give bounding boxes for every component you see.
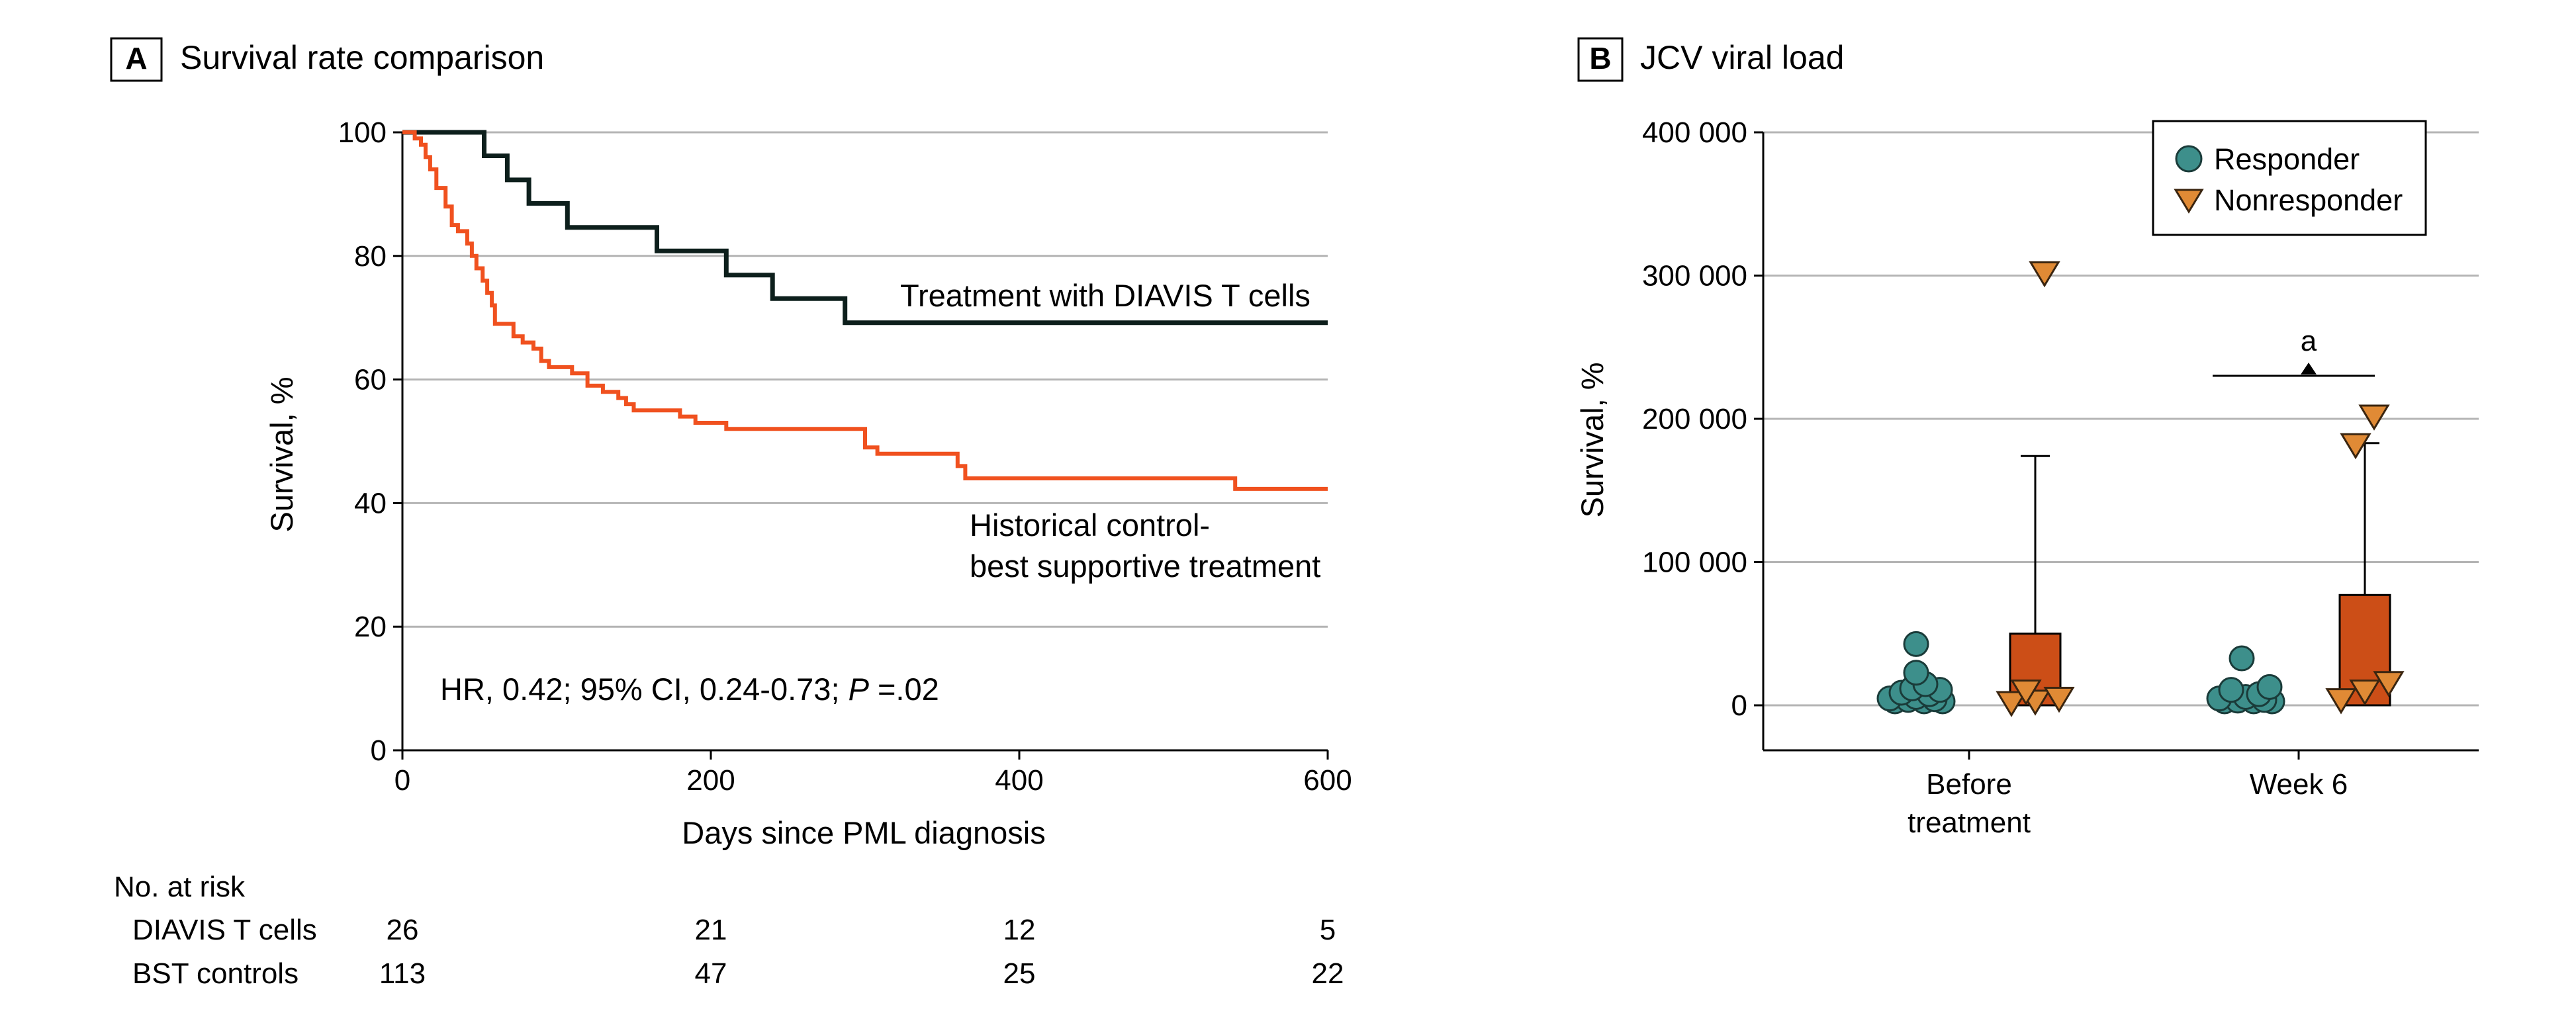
risk-table-title: No. at risk [114,871,246,903]
legend-box [2152,120,2427,236]
legend-nonresponder-label: Nonresponder [2214,183,2403,217]
risk-value-bst-controls-0: 113 [379,957,426,990]
nonresponder-point-before-treatment-2 [2043,687,2075,713]
nonresponder-point-week-6-1 [2349,680,2381,706]
responder-point-before-treatment-13 [1903,631,1929,657]
legend: Responder Nonresponder [2152,120,2427,236]
p-value-text: =.02 [869,672,939,707]
panel-b: B JCV viral load 0 100 000 200 000 300 000 4… [1575,37,2479,839]
nonresponder-point-before-treatment-0 [1996,691,2027,717]
nonresponder-point-week-6-4 [2358,404,2390,431]
risk-table-values: 26 21 12 5 113 47 25 22 [379,914,1344,990]
nonresponder-point-before-treatment-4 [2029,261,2060,288]
y-tick-label-100: 100 [338,116,387,149]
panel-a-x-ticks: 0 200 400 600 [394,750,1352,797]
hazard-ratio-text: HR, 0.42; 95% CI, 0.24-0.73; [440,672,849,707]
nonresponder-point-week-6-0 [2325,688,2357,715]
panel-a-label: A [125,41,147,75]
risk-value-diavis-t-cells-0: 26 [387,914,419,946]
legend-responder-label: Responder [2214,142,2360,176]
responder-point-before-treatment-12 [1903,660,1929,686]
y-tick-label-20: 20 [354,611,387,643]
panel-b-points [1876,261,2405,717]
risk-value-bst-controls-3: 22 [1312,957,1344,990]
panel-a-title: Survival rate comparison [180,39,544,76]
y-tick-label-0: 0 [371,734,387,767]
x-tick-label-0: 0 [394,764,410,797]
x-tick-label-200: 200 [686,764,735,797]
panel-b-significance: a [2213,325,2375,377]
panel-a-y-ticks: 0 20 40 60 80 100 [338,116,402,767]
panel-b-axes [1762,132,2479,752]
risk-value-diavis-t-cells-1: 21 [695,914,727,946]
panel-b-y-axis-label: Survival, % [1575,362,1610,517]
risk-value-bst-controls-1: 47 [695,957,727,990]
panel-b-title: JCV viral load [1640,39,1844,76]
legend-responder-marker [2175,145,2203,173]
significance-marker [2301,363,2317,375]
b-y-tick-label-0: 0 [1731,689,1747,722]
risk-row-label-diavis: DIAVIS T cells [132,914,317,946]
panel-a-label-box [110,37,163,82]
significance-label: a [2301,325,2317,357]
diavis-series-label: Treatment with DIAVIS T cells [900,278,1311,313]
category-label-before-treatment-line2: treatment [1908,807,2031,839]
panel-b-label-box [1577,37,1624,82]
nonresponder-point-week-6-3 [2340,433,2371,460]
x-tick-label-600: 600 [1303,764,1352,797]
responder-point-week-6-10 [2229,645,2255,672]
nonresponder-point-week-6-2 [2373,671,2405,697]
b-y-tick-label-100-000: 100 000 [1642,547,1747,579]
nonresponder-point-before-treatment-3 [2010,680,2042,706]
panel-a-gridlines [402,131,1328,628]
risk-table: No. at risk DIAVIS T cells BST controls … [114,871,1344,990]
panel-b-boxes [2009,442,2391,707]
x-tick-label-400: 400 [995,764,1043,797]
y-tick-label-60: 60 [354,364,387,396]
b-y-tick-label-300-000: 300 000 [1642,260,1747,292]
responder-point-week-6-8 [2218,677,2244,703]
panel-a-axes [401,132,1328,752]
b-y-tick-label-200-000: 200 000 [1642,403,1747,435]
series-line-treatment-with-diavis-t-cells [402,130,1328,326]
y-tick-label-40: 40 [354,487,387,519]
risk-value-diavis-t-cells-2: 12 [1003,914,1036,946]
risk-row-label-bst: BST controls [132,957,299,990]
risk-value-diavis-t-cells-3: 5 [1320,914,1336,946]
hazard-ratio-annotation: HR, 0.42; 95% CI, 0.24-0.73; P =.02 [440,672,939,707]
panel-b-category-labels: Before treatment Week 6 [1908,750,2348,839]
p-symbol: P [849,672,870,707]
y-tick-label-80: 80 [354,240,387,273]
bst-series-label-line2: best supportive treatment [970,548,1320,584]
category-label-week-6-line1: Week 6 [2250,768,2348,801]
category-label-before-treatment-line1: Before [1926,768,2012,801]
panel-a-x-axis-label: Days since PML diagnosis [682,815,1045,850]
panel-b-label: B [1589,41,1611,75]
panel-a: A Survival rate comparison 020406080100 … [110,37,1352,990]
bst-series-label-line1: Historical control- [970,507,1210,543]
legend-nonresponder-marker [2174,189,2204,214]
b-y-tick-label-400-000: 400 000 [1642,116,1747,149]
panel-a-y-axis-label: Survival, % [264,376,299,532]
responder-point-week-6-9 [2256,674,2283,700]
panel-b-y-ticks: 0 100 000 200 000 300 000 400 000 [1642,116,1763,722]
series-line-historical-control-best-supportive-treatment [402,130,1328,491]
risk-value-bst-controls-2: 25 [1003,957,1036,990]
panel-a-series [402,130,1328,491]
